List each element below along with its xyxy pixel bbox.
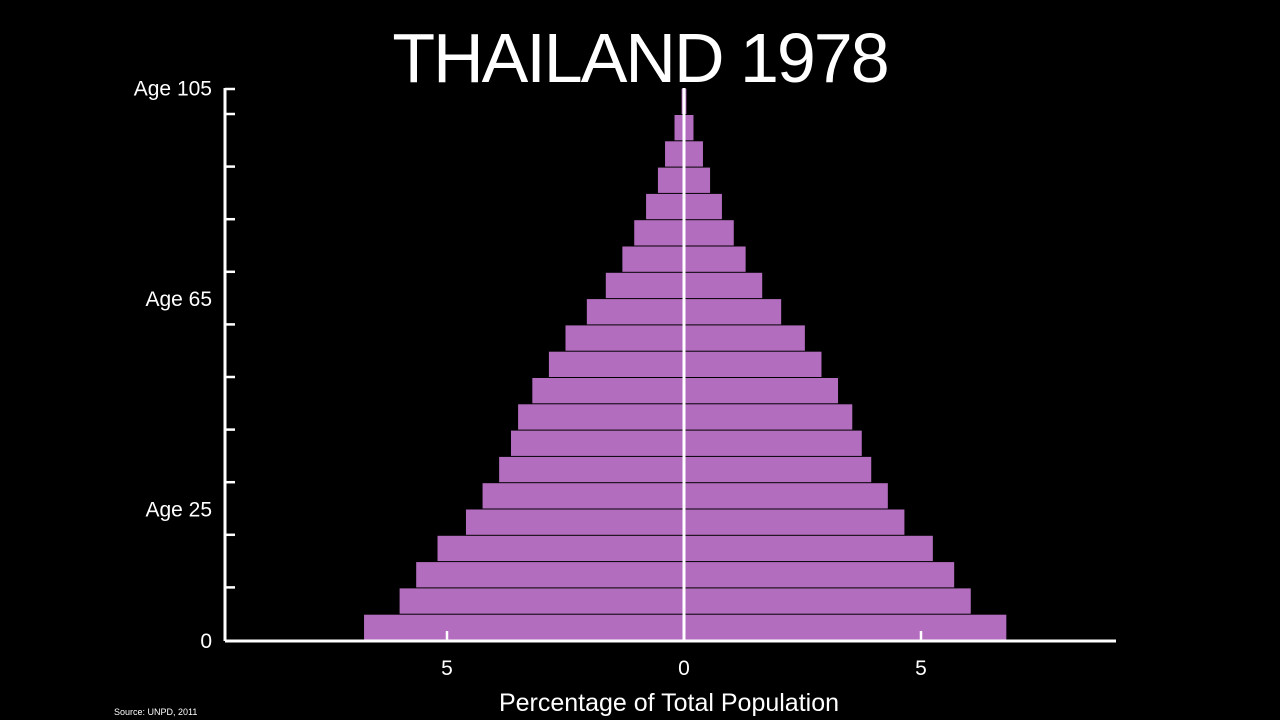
bar-male-0-4 [364, 614, 684, 640]
bar-male-5-9 [399, 588, 684, 614]
y-label-65: Age 65 [145, 288, 212, 311]
x-tick-label-5: 5 [915, 657, 927, 680]
bar-male-95-99 [674, 115, 684, 141]
bar-male-65-69 [605, 272, 684, 299]
bar-male-15-19 [437, 535, 684, 562]
bar-female-35-39 [684, 430, 862, 456]
bar-female-80-84 [684, 193, 722, 220]
bar-male-85-89 [657, 167, 684, 193]
bar-male-55-59 [565, 325, 684, 351]
bar-male-20-24 [465, 509, 684, 535]
bar-female-10-14 [684, 562, 955, 588]
bar-female-85-89 [684, 167, 711, 193]
bar-female-5-9 [684, 588, 971, 614]
bar-female-40-44 [684, 404, 853, 430]
bar-male-75-79 [634, 220, 684, 246]
bar-female-30-34 [684, 456, 872, 483]
bars-group [364, 88, 1007, 640]
source-note: Source: UNPD, 2011 [114, 707, 198, 717]
x-tick-label-0: 0 [678, 657, 690, 680]
bar-female-60-64 [684, 299, 782, 325]
bar-male-10-14 [416, 562, 684, 588]
bar-male-35-39 [510, 430, 684, 456]
bar-male-40-44 [518, 404, 684, 430]
bar-female-55-59 [684, 325, 805, 351]
chart-title: THAILAND 1978 [392, 19, 889, 97]
bar-male-60-64 [586, 299, 684, 325]
bar-male-30-34 [499, 456, 684, 483]
bar-female-70-74 [684, 246, 746, 272]
y-label-0: 0 [200, 630, 212, 653]
y-label-105: Age 105 [134, 78, 212, 101]
bar-female-95-99 [684, 115, 694, 141]
axes-group: 0 Age 25 Age 65 Age 105 5 0 5 Percentage of Tot… [134, 78, 1116, 717]
bar-female-25-29 [684, 483, 888, 509]
bar-male-80-84 [646, 193, 684, 220]
bar-female-90-94 [684, 141, 703, 167]
bar-male-70-74 [622, 246, 684, 272]
bar-male-90-94 [665, 141, 684, 167]
bar-male-45-49 [532, 378, 684, 404]
x-axis-title: Percentage of Total Population [499, 689, 839, 717]
x-tick-label--5: 5 [441, 657, 453, 680]
bar-male-25-29 [482, 483, 684, 509]
y-label-25: Age 25 [145, 499, 212, 522]
bar-female-45-49 [684, 378, 839, 404]
bar-female-75-79 [684, 220, 734, 246]
bar-female-15-19 [684, 535, 933, 562]
bar-female-20-24 [684, 509, 905, 535]
bar-female-65-69 [684, 272, 763, 299]
bar-female-50-54 [684, 351, 822, 377]
bar-female-0-4 [684, 614, 1007, 640]
bar-male-50-54 [548, 351, 684, 377]
